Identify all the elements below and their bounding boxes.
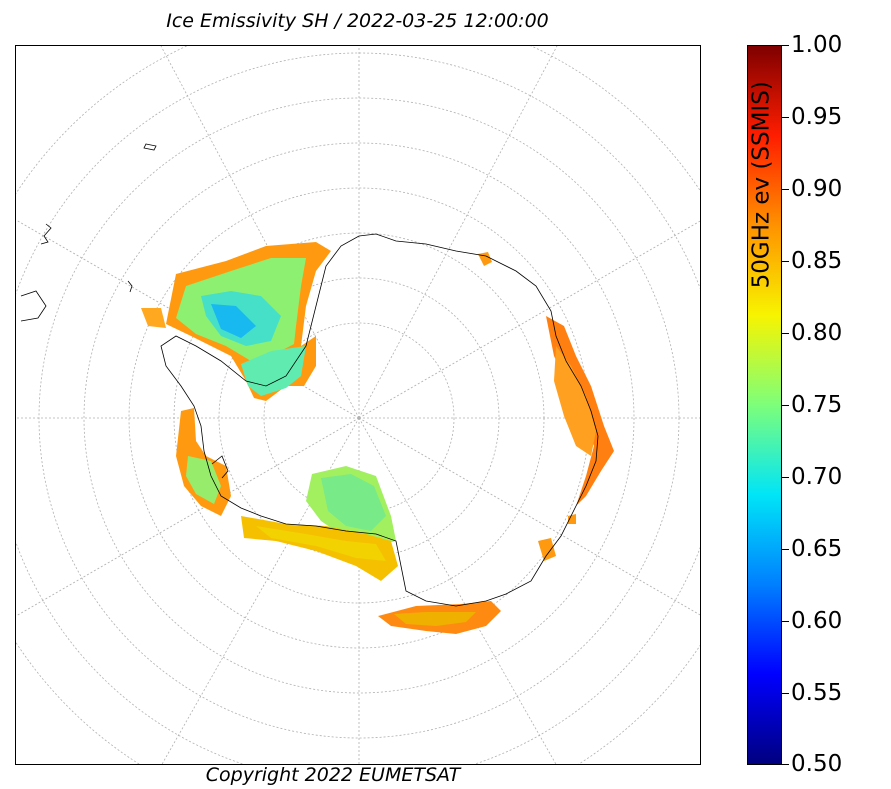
colorbar-tick-label: 0.55 <box>791 680 843 706</box>
copyright-text: Copyright 2022 EUMETSAT <box>205 764 461 786</box>
polar-map <box>16 46 700 764</box>
map-panel <box>15 45 701 765</box>
colorbar-label: 50GHz ev (SSMIS) <box>748 81 775 289</box>
colorbar-tick-label: 0.80 <box>791 320 843 346</box>
colorbar-tick-label: 1.00 <box>791 32 843 58</box>
colorbar <box>747 45 782 765</box>
colorbar-tick-label: 0.50 <box>791 751 843 777</box>
colorbar-tick-label: 0.75 <box>791 392 843 418</box>
graticule <box>16 46 700 764</box>
colorbar-tick-label: 0.85 <box>791 248 843 274</box>
coastline <box>20 143 599 607</box>
colorbar-tick-label: 0.70 <box>791 464 843 490</box>
chart-title: Ice Emissivity SH / 2022-03-25 12:00:00 <box>166 10 549 32</box>
colorbar-tick-label: 0.60 <box>791 608 843 634</box>
colorbar-tick-label: 0.65 <box>791 536 843 562</box>
colorbar-tick-label: 0.90 <box>791 176 843 202</box>
colorbar-tick-label: 0.95 <box>791 104 843 130</box>
ice-emissivity-field <box>141 242 614 634</box>
